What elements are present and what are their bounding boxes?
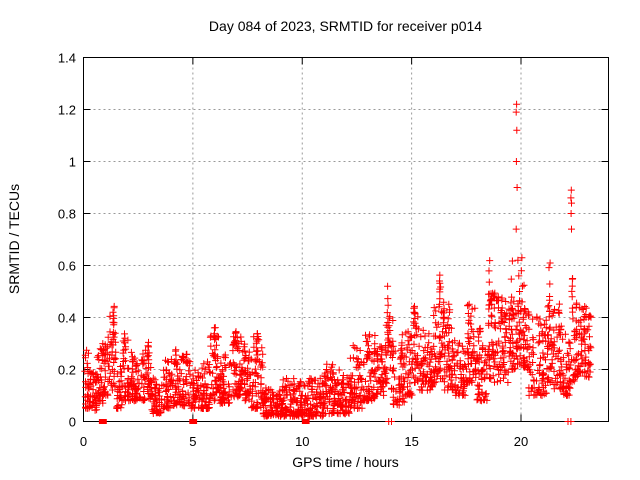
y-tick-label: 1.4 xyxy=(58,51,76,66)
y-tick-label: 0 xyxy=(69,415,76,430)
gridlines xyxy=(83,57,609,422)
x-tick-label: 20 xyxy=(514,434,528,449)
chart-title: Day 084 of 2023, SRMTID for receiver p01… xyxy=(208,18,483,34)
x-tick-label: 5 xyxy=(189,434,196,449)
y-tick-label: 1.2 xyxy=(58,103,76,118)
plot-border-and-ticks xyxy=(83,57,609,422)
y-tick-label: 0.4 xyxy=(58,311,76,326)
x-tick-label: 0 xyxy=(80,434,87,449)
y-tick-label: 1 xyxy=(69,155,76,170)
x-axis-label: GPS time / hours xyxy=(292,454,399,470)
x-tick-label: 10 xyxy=(295,434,309,449)
y-axis-label: SRMTID / TECUs xyxy=(6,183,22,295)
data-points xyxy=(81,100,595,425)
y-tick-label: 0.8 xyxy=(58,207,76,222)
y-tick-label: 0.2 xyxy=(58,363,76,378)
y-tick-label: 0.6 xyxy=(58,259,76,274)
x-tick-label: 15 xyxy=(404,434,418,449)
